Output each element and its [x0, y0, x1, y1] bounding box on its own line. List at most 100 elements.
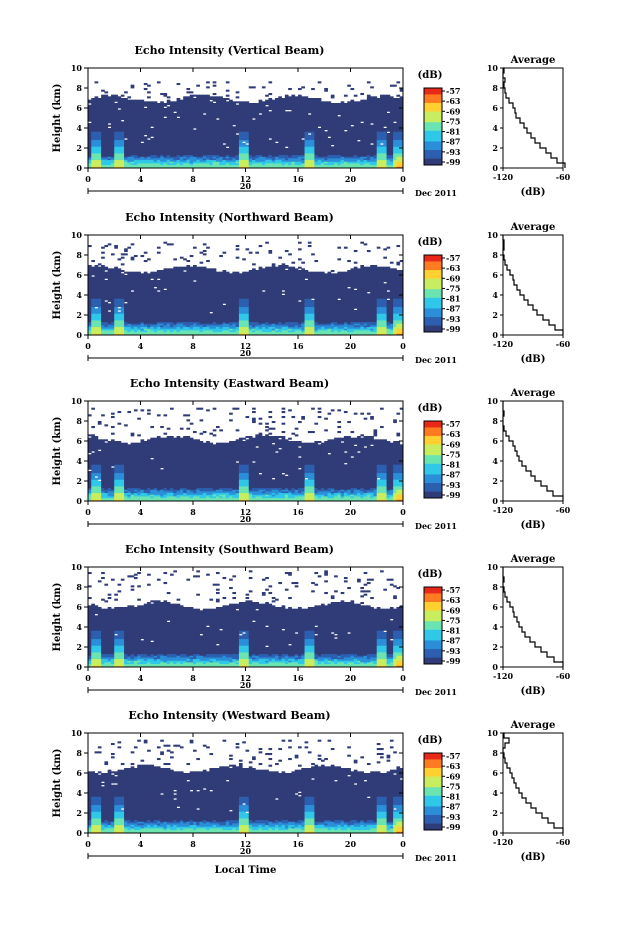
heat-cell	[104, 156, 109, 159]
heat-cell	[153, 159, 158, 162]
heat-cell	[238, 116, 243, 119]
heat-cell	[215, 101, 220, 104]
heat-cell	[206, 106, 210, 109]
heat-cell	[215, 99, 220, 102]
heat-cell	[94, 148, 99, 151]
heat-cell	[242, 149, 246, 152]
heat-cell	[189, 124, 194, 127]
heat-cell	[120, 146, 125, 149]
heat-cell	[238, 118, 243, 121]
heat-cell	[97, 158, 102, 161]
heat-cell	[170, 141, 174, 144]
heat-cell	[114, 94, 118, 97]
heat-cell	[238, 109, 243, 112]
heat-cell	[120, 158, 125, 161]
heat-cell	[206, 144, 210, 147]
heat-cell	[156, 129, 161, 132]
heat-cell	[127, 159, 132, 162]
heat-cell	[225, 143, 230, 146]
heat-cell	[114, 129, 118, 132]
heat-cell	[189, 116, 194, 119]
heat-cell	[110, 106, 115, 109]
heat-cell	[101, 144, 105, 147]
heat-cell	[127, 246, 132, 249]
heat-cell	[124, 136, 128, 139]
heat-cell	[219, 149, 223, 152]
heat-cell	[222, 131, 227, 134]
heat-cell	[160, 101, 164, 104]
heat-cell	[130, 116, 135, 119]
heat-cell	[215, 146, 220, 149]
heat-cell	[202, 144, 207, 147]
heat-cell	[212, 133, 217, 136]
heat-cell	[133, 163, 138, 166]
heat-cell	[140, 133, 145, 136]
heat-cell	[179, 129, 184, 132]
heat-cell	[176, 133, 181, 136]
heat-cell	[127, 166, 132, 169]
heat-cell	[91, 266, 95, 269]
heat-cell	[104, 98, 109, 101]
heat-cell	[104, 149, 109, 152]
heat-cell	[150, 148, 155, 151]
heat-cell	[140, 164, 145, 167]
heat-cell	[189, 103, 194, 106]
heat-cell	[242, 146, 246, 149]
heat-cell	[206, 163, 210, 166]
heat-cell	[232, 161, 237, 164]
heat-cell	[150, 138, 155, 141]
heat-cell	[110, 136, 115, 139]
heat-cell	[110, 143, 115, 146]
heat-cell	[163, 111, 168, 114]
heat-cell	[212, 134, 217, 137]
heat-cell	[88, 245, 92, 248]
heat-cell	[193, 133, 197, 136]
heat-cell	[173, 134, 177, 137]
heat-cell	[160, 111, 164, 114]
heat-cell	[179, 163, 184, 166]
heat-cell	[150, 114, 155, 117]
heat-cell	[229, 109, 233, 112]
heat-cell	[245, 144, 250, 147]
heat-cell	[88, 146, 92, 149]
heat-cell	[143, 148, 148, 151]
heat-cell	[140, 151, 145, 154]
heat-cell	[238, 146, 243, 149]
heat-cell	[166, 156, 171, 159]
heat-cell	[130, 128, 135, 131]
heat-cell	[370, 96, 374, 99]
heat-cell	[91, 116, 95, 119]
heat-cell	[97, 159, 102, 162]
heat-cell	[156, 106, 161, 109]
heat-cell	[183, 113, 187, 116]
heat-cell	[229, 121, 233, 124]
heat-cell	[166, 128, 171, 131]
heat-cell	[153, 148, 158, 151]
heat-cell	[160, 139, 164, 142]
heat-cell	[170, 138, 174, 141]
heat-cell	[275, 143, 279, 146]
heat-cell	[140, 156, 145, 159]
heat-cell	[166, 164, 171, 167]
heat-cell	[366, 81, 371, 84]
heat-cell	[120, 273, 125, 276]
heat-cell	[104, 301, 109, 304]
heat-cell	[196, 131, 200, 134]
heat-cell	[114, 119, 118, 122]
heat-cell	[183, 106, 187, 109]
heat-cell	[199, 98, 204, 101]
heat-cell	[179, 154, 184, 157]
heat-cell	[206, 109, 210, 112]
heat-cell	[114, 114, 118, 117]
heat-cell	[196, 159, 200, 162]
heat-cell	[88, 164, 92, 167]
heat-cell	[229, 166, 233, 169]
heat-cell	[222, 113, 227, 116]
heat-cell	[137, 134, 141, 137]
heat-cell	[150, 101, 155, 104]
heat-cell	[242, 131, 246, 134]
heat-cell	[137, 131, 141, 134]
heat-cell	[137, 119, 141, 122]
heat-cell	[209, 144, 214, 147]
heat-cell	[147, 101, 151, 104]
